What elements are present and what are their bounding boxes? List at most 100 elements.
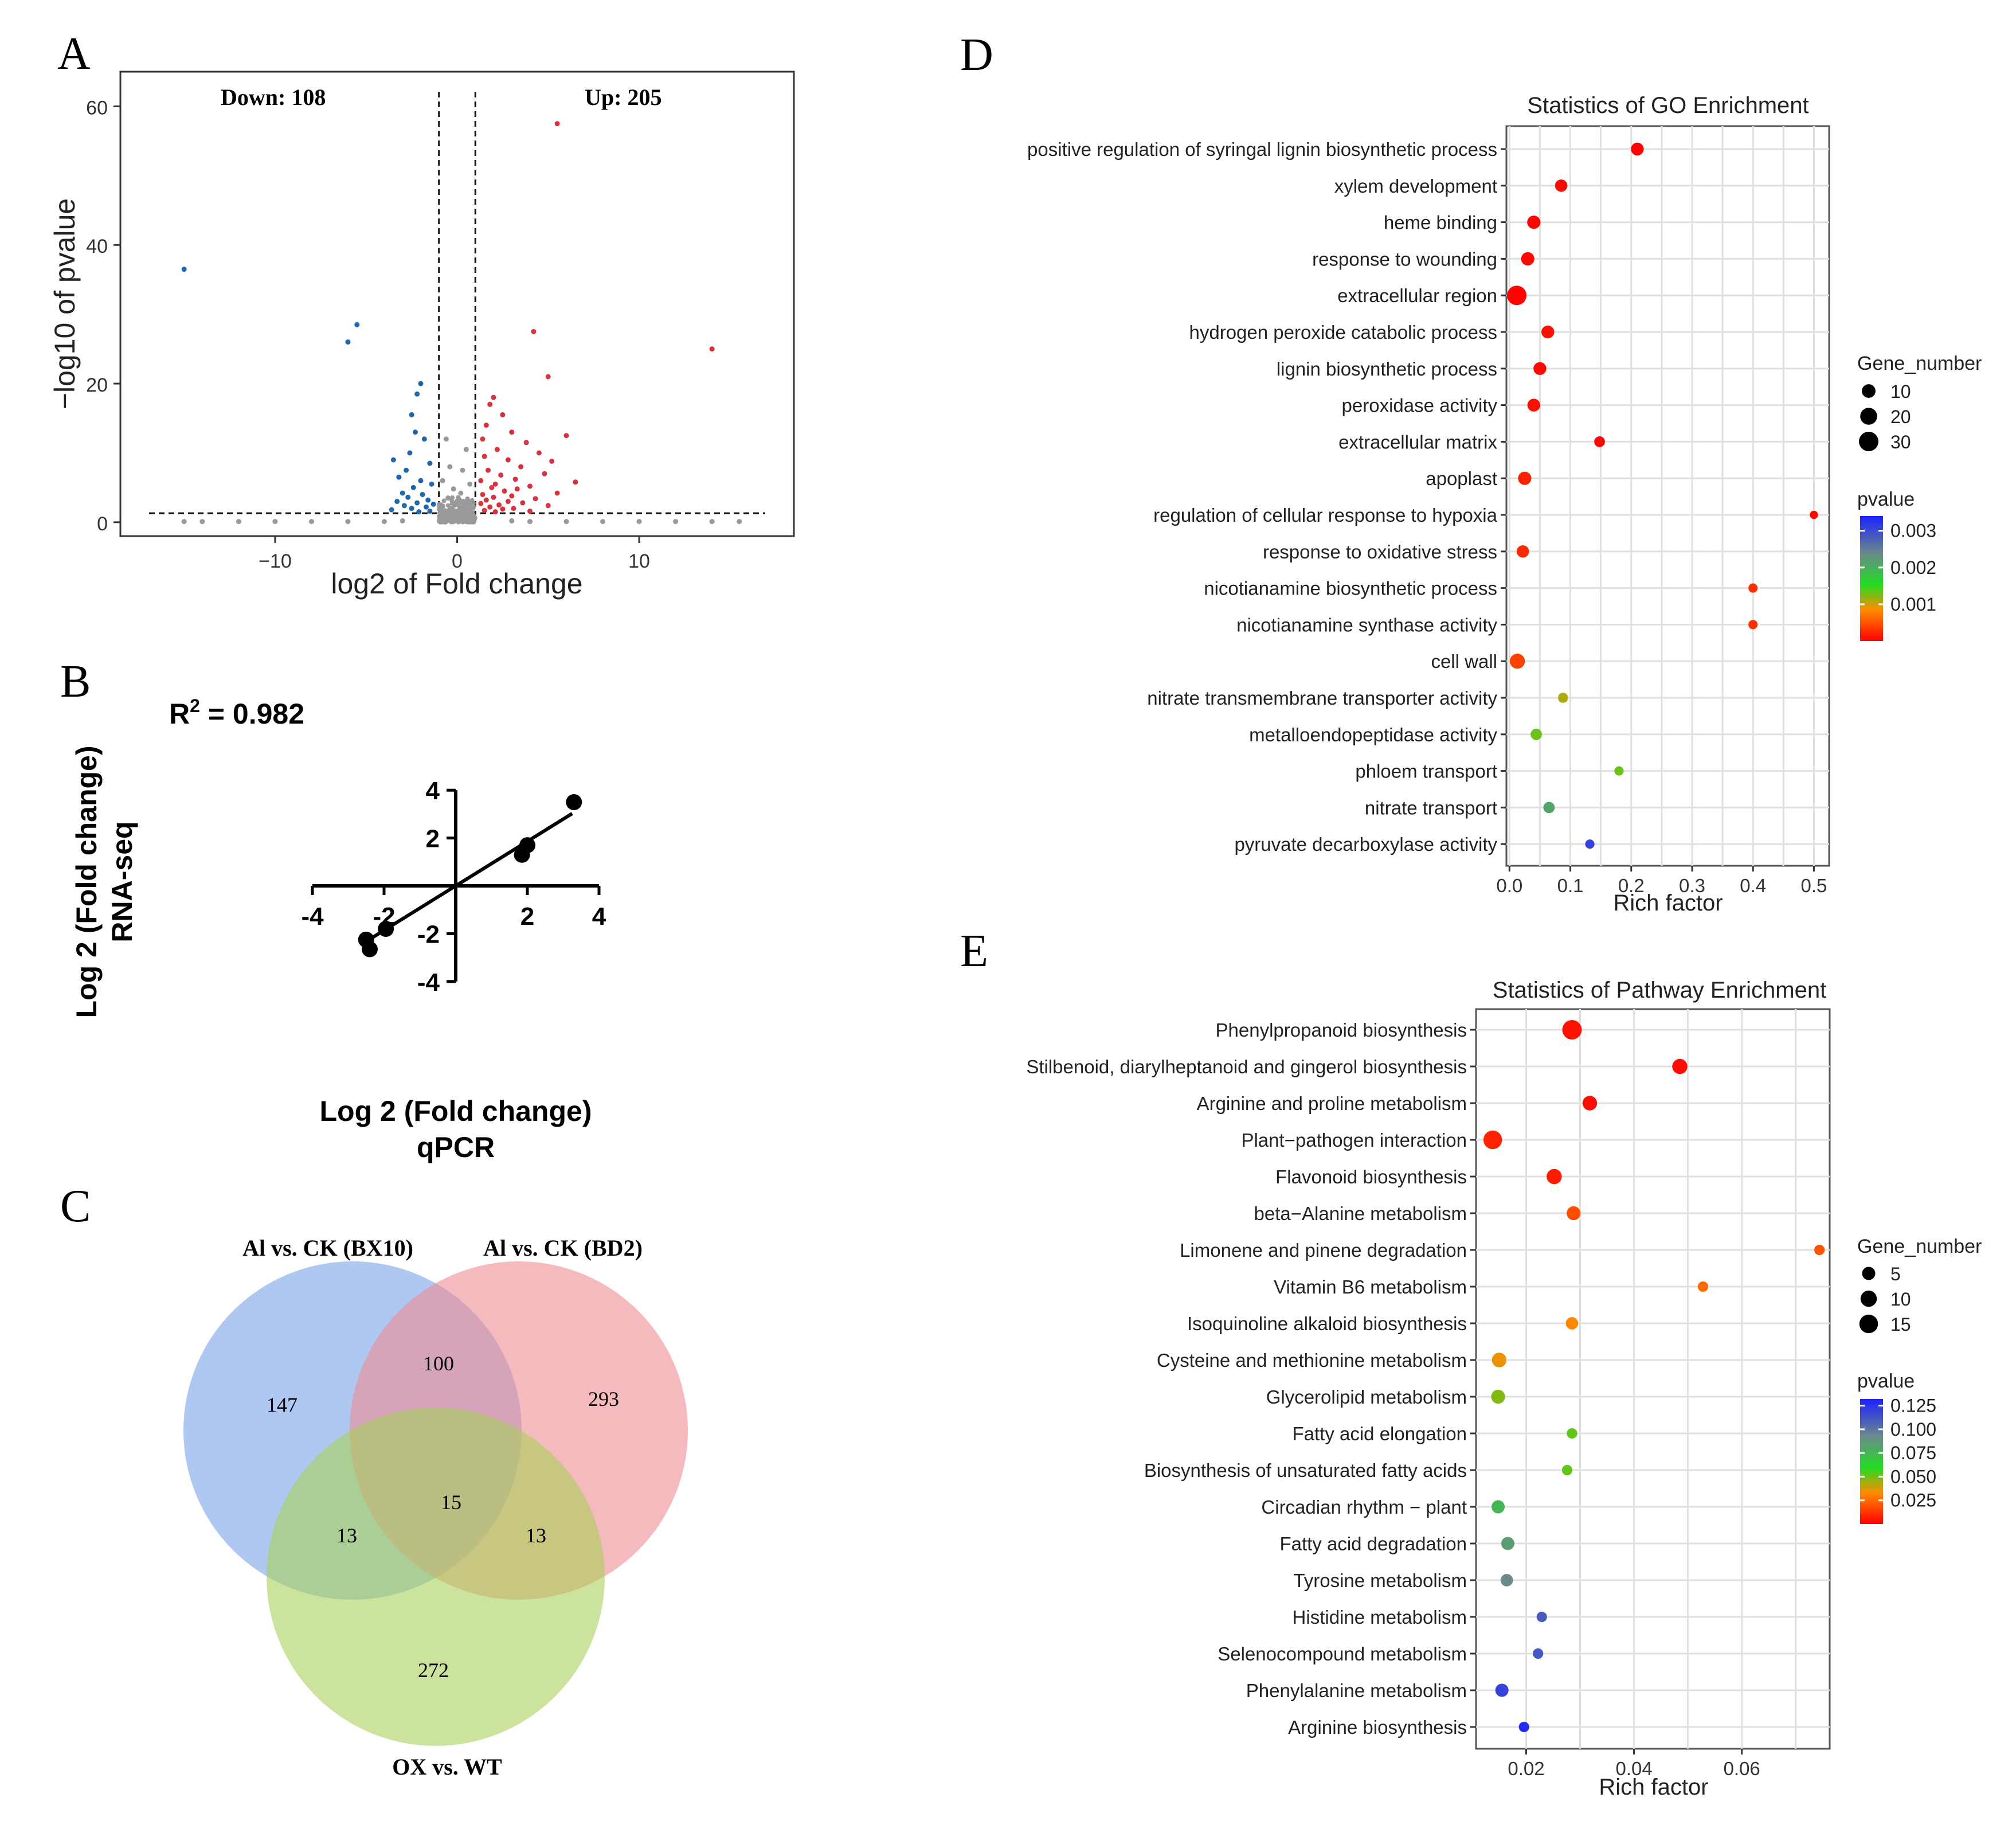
volcano-point-down [422, 436, 427, 441]
color-legend-label: 0.100 [1890, 1419, 1936, 1440]
correlation-y-label-line1: Log 2 (Fold change) [71, 746, 103, 1018]
volcano-point-ns [509, 518, 514, 523]
category-label: extracellular region [1337, 285, 1497, 306]
volcano-point-up [480, 436, 485, 441]
volcano-point-ns [236, 519, 241, 524]
volcano-point-ns [440, 518, 444, 523]
volcano-x-tick-label: −10 [259, 550, 292, 572]
enrichment-point [1492, 1353, 1506, 1367]
pathway-size-legend: Gene_number 51015 [1857, 1236, 1982, 1335]
enrichment-point [1528, 398, 1540, 411]
volcano-point-down [414, 500, 420, 505]
x-tick-label: 0.1 [1557, 875, 1584, 896]
volcano-point-down [391, 458, 396, 463]
volcano-point-down [427, 461, 432, 466]
enrichment-point [1501, 1574, 1513, 1586]
volcano-point-down [411, 485, 416, 490]
category-label: hydrogen peroxide catabolic process [1189, 322, 1498, 343]
volcano-point-up [487, 402, 492, 407]
enrichment-point [1533, 362, 1546, 375]
volcano-point-up [480, 492, 485, 497]
enrichment-point [1567, 1206, 1580, 1220]
volcano-point-down [413, 429, 418, 435]
enrichment-point [1566, 1317, 1579, 1330]
category-label: apoplast [1426, 468, 1497, 489]
volcano-point-up [478, 501, 483, 506]
volcano-point-up [564, 433, 569, 438]
enrichment-point [1631, 143, 1643, 155]
volcano-up-count: Up: 205 [585, 84, 661, 110]
volcano-point-up [484, 498, 489, 503]
category-label: regulation of cellular response to hypox… [1153, 505, 1498, 526]
x-tick-label: 0.5 [1801, 875, 1827, 896]
pathway-x-label: Rich factor [1599, 1775, 1708, 1800]
volcano-point-up [533, 496, 538, 501]
category-label: Histidine metabolism [1293, 1607, 1467, 1628]
volcano-point-up [518, 464, 523, 470]
color-legend-label: 0.003 [1890, 521, 1936, 541]
volcano-plot-frame [120, 72, 794, 536]
volcano-point-up [482, 454, 487, 459]
correlation-x-tick-label: -4 [301, 902, 324, 931]
category-label: Phenylalanine metabolism [1246, 1680, 1467, 1701]
size-legend-label: 10 [1890, 381, 1911, 402]
size-legend-dot [1859, 432, 1878, 451]
volcano-point-ns [467, 482, 472, 487]
enrichment-point [1562, 1020, 1582, 1040]
volcano-point-up [555, 491, 560, 496]
volcano-point-ns [309, 519, 314, 524]
venn-count-bx10-bd2: 100 [423, 1352, 454, 1375]
venn-diagram: C Al vs. CK (BX10) Al vs. CK (BD2) OX vs… [60, 1181, 688, 1780]
size-legend-label: 30 [1890, 432, 1911, 452]
enrichment-point [1527, 216, 1540, 229]
go-color-bar [1860, 516, 1883, 641]
correlation-point [514, 847, 530, 863]
venn-circle-ox [267, 1408, 605, 1746]
volcano-y-tick-label: 60 [86, 97, 108, 119]
category-label: nicotianamine synthase activity [1236, 614, 1497, 635]
volcano-point-ns [182, 519, 187, 524]
volcano-point-ns [449, 506, 454, 511]
volcano-point-down [400, 491, 405, 496]
category-label: heme binding [1384, 212, 1497, 233]
color-legend-label: 0.125 [1890, 1396, 1936, 1416]
venn-set-label-bd2: Al vs. CK (BD2) [483, 1235, 643, 1261]
regression-line [368, 814, 572, 940]
figure-canvas: A −10 0 100204060 Down: 108 Up: 205 log2 o… [0, 0, 2016, 1821]
volcano-point-up [546, 503, 551, 508]
go-x-label: Rich factor [1613, 890, 1723, 916]
volcano-point-down [404, 468, 409, 473]
venn-count-bd2-only: 293 [588, 1388, 619, 1410]
volcano-point-up [482, 508, 487, 513]
color-legend-label: 0.050 [1890, 1466, 1936, 1487]
go-size-legend: Gene_number 102030 [1857, 353, 1982, 452]
category-label: Isoquinoline alkaloid biosynthesis [1187, 1313, 1467, 1334]
size-legend-label: 10 [1890, 1289, 1911, 1310]
enrichment-point [1541, 326, 1554, 338]
volcano-point-up [710, 346, 715, 351]
x-tick-label: 0.0 [1496, 875, 1522, 896]
volcano-point-up [506, 499, 511, 504]
enrichment-point [1748, 620, 1757, 629]
volcano-point-up [487, 505, 492, 510]
enrichment-point [1521, 252, 1534, 265]
category-label: nicotianamine biosynthetic process [1204, 578, 1497, 599]
enrichment-point [1814, 1245, 1825, 1255]
volcano-point-up [486, 468, 491, 473]
correlation-y-tick-label: 4 [426, 777, 440, 805]
volcano-point-up [478, 478, 483, 483]
go-term-labels: positive regulation of syringal lignin b… [1027, 139, 1506, 855]
volcano-point-down [389, 507, 394, 513]
venn-count-bx10-ox: 13 [336, 1524, 357, 1547]
correlation-x-label-line2: qPCR [417, 1131, 495, 1163]
enrichment-point [1672, 1059, 1687, 1074]
volcano-point-up [506, 458, 511, 463]
volcano-y-tick-label: 40 [86, 236, 108, 257]
volcano-point-down [429, 482, 434, 487]
volcano-point-down [418, 478, 423, 483]
volcano-point-down [409, 506, 414, 511]
category-label: xylem development [1334, 175, 1497, 197]
category-label: Arginine biosynthesis [1288, 1717, 1467, 1738]
volcano-point-ns [456, 514, 461, 519]
panel-letter-e: E [960, 926, 988, 976]
